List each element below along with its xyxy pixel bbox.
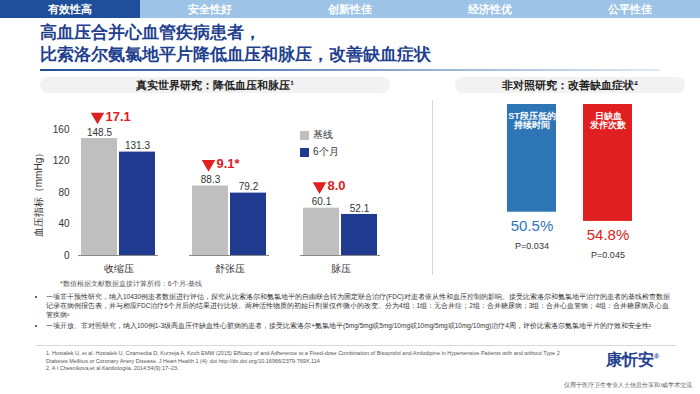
svg-text:0: 0: [64, 250, 70, 261]
html-text:一项开放、非对照研究，纳入100例1-3级高血压伴缺血性心脏: 一项开放、非对照研究，纳入100例1-3级高血压伴缺血性心脏病的患者，接受比索洛…: [46, 322, 651, 329]
html-text:创新性佳: 创新性佳: [328, 3, 372, 15]
svg-text:79.2: 79.2: [239, 181, 259, 192]
html-text:真实世界研究：降低血压和脉压¹: 真实世界研究：降低血压和脉压¹: [136, 79, 294, 91]
html-text:非对照研究：改善缺血症状²: 非对照研究：改善缺血症状²: [502, 79, 638, 91]
svg-text:54.8%: 54.8%: [587, 226, 630, 243]
svg-text:60.1: 60.1: [312, 196, 332, 207]
svg-text:ST段压低的持续时间: ST段压低的持续时间: [508, 111, 556, 130]
html-text:安全性好: 安全性好: [188, 3, 232, 15]
svg-text:50.5%: 50.5%: [511, 217, 554, 234]
svg-text:80: 80: [58, 187, 70, 198]
svg-text:52.1: 52.1: [350, 203, 370, 214]
svg-text:160: 160: [53, 124, 70, 135]
svg-text:P=0.045: P=0.045: [591, 250, 625, 260]
svg-text:120: 120: [53, 155, 70, 166]
svg-text:P=0.034: P=0.034: [515, 241, 549, 251]
svg-text:脉压: 脉压: [331, 263, 351, 274]
svg-text:收缩压: 收缩压: [104, 263, 134, 274]
svg-text:131.3: 131.3: [125, 140, 150, 151]
html-text:康忻安: 康忻安: [606, 351, 654, 368]
svg-text:40: 40: [58, 218, 70, 229]
svg-text:舒张压: 舒张压: [215, 263, 245, 274]
html-text:2. A I Chesnikova,et al.Kardio: 2. A I Chesnikova,et al.Kardiologiia. 20…: [46, 365, 179, 371]
html-text:公平性佳: 公平性佳: [608, 3, 652, 15]
svg-text:日缺血发作次数: 日缺血发作次数: [589, 111, 627, 130]
svg-text:88.3: 88.3: [201, 174, 221, 185]
svg-text:148.5: 148.5: [87, 127, 112, 138]
html-text:高血压合并心血管疾病患者，: 高血压合并心血管疾病患者，: [40, 23, 261, 42]
svg-text:8.0: 8.0: [328, 178, 346, 193]
html-text:6个月: 6个月: [313, 146, 339, 157]
svg-text:血压指标（mmHg）: 血压指标（mmHg）: [33, 148, 44, 237]
html-text:经济性优: 经济性优: [468, 3, 512, 15]
html-text:仅用于医疗卫生专业人士信息分享和/或学术交流: 仅用于医疗卫生专业人士信息分享和/或学术交流: [564, 382, 692, 388]
html-text:基线: 基线: [313, 129, 333, 140]
html-text:比索洛尔氨氯地平片降低血压和脉压，改善缺血症状: 比索洛尔氨氯地平片降低血压和脉压，改善缺血症状: [40, 45, 431, 64]
svg-text:9.1*: 9.1*: [217, 156, 241, 171]
html-text:*数值根据文献数据直接计算所得：6个月-基线: *数值根据文献数据直接计算所得：6个月-基线: [60, 280, 202, 287]
html-text:一项非干预性研究，纳入10430例患者数据进行评估，探究从比: 一项非干预性研究，纳入10430例患者数据进行评估，探究从比索洛尔和氨氯地平的自…: [46, 293, 670, 318]
html-text:有效性高: 有效性高: [48, 3, 92, 15]
svg-text:17.1: 17.1: [106, 109, 131, 124]
html-text:1. Hostalek U, et al. Hostalek: 1. Hostalek U, et al. Hostalek U, Czarne…: [46, 350, 560, 364]
